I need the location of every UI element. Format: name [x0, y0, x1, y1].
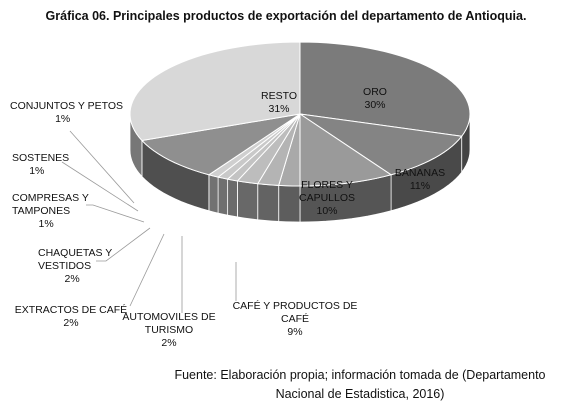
- slice-label-extractos-de-cafe: EXTRACTOS DE CAFÉ: [15, 303, 127, 316]
- slice-label-resto: RESTO: [261, 90, 297, 102]
- slice-label-cafe-y-productos-de-cafe: CAFÉ Y PRODUCTOS DE: [233, 299, 358, 312]
- slice-label-flores-y-capullos: FLORES Y: [301, 179, 353, 191]
- slice-side-conjuntos-y-petos: [208, 174, 219, 214]
- slice-value-bananas: 11%: [410, 180, 430, 192]
- slice-value-extractos-de-cafe: 2%: [63, 317, 78, 329]
- slice-label-chaquetas-y-vestidos: CHAQUETAS Y: [38, 247, 112, 259]
- source-note: Fuente: Elaboración propia; información …: [174, 368, 546, 401]
- slice-value-cafe-y-productos-de-cafe: 9%: [287, 326, 302, 338]
- leader-line-sostenes: [61, 161, 139, 212]
- slice-label-cafe-y-productos-de-cafe: CAFÉ: [281, 312, 309, 325]
- slice-side-automoviles-de-turismo: [278, 185, 301, 223]
- leader-line-extractos-de-cafe: [129, 233, 165, 307]
- slice-bananas: [299, 113, 463, 176]
- slice-value-flores-y-capullos: 10%: [316, 205, 337, 217]
- leader-line-conjuntos-y-petos: [69, 130, 135, 204]
- slice-value-chaquetas-y-vestidos: 2%: [65, 273, 80, 285]
- slice-label-sostenes: SOSTENES: [12, 152, 69, 164]
- slice-side-extractos-de-cafe: [257, 183, 280, 222]
- slice-value-resto: 31%: [268, 103, 289, 115]
- leader-line-chaquetas-y-vestidos: [96, 227, 151, 262]
- slice-oro: [299, 41, 471, 137]
- slice-resto: [129, 41, 301, 142]
- slice-label-automoviles-de-turismo: AUTOMOVILES DE: [122, 311, 215, 323]
- slice-value-sostenes: 1%: [29, 165, 44, 177]
- slice-value-compresas-y-tampones: 1%: [39, 218, 54, 230]
- slice-value-oro: 30%: [364, 99, 385, 111]
- pie-slices: [129, 41, 471, 223]
- slice-label-automoviles-de-turismo: TURISMO: [145, 324, 193, 336]
- slice-label-chaquetas-y-vestidos: VESTIDOS: [38, 260, 91, 272]
- slice-flores-y-capullos: [140, 113, 301, 176]
- leader-line-compresas-y-tampones: [86, 204, 145, 223]
- chart-title: Gráfica 06. Principales productos de exp…: [45, 9, 527, 23]
- slice-value-automoviles-de-turismo: 2%: [161, 337, 176, 349]
- slice-side-chaquetas-y-vestidos: [237, 180, 259, 221]
- slice-label-bananas: BANANAS: [395, 167, 445, 179]
- slice-label-conjuntos-y-petos: CONJUNTOS Y PETOS: [10, 100, 123, 112]
- slice-value-conjuntos-y-petos: 1%: [55, 113, 70, 125]
- slice-label-oro: ORO: [363, 86, 387, 98]
- slice-label-flores-y-capullos: CAPULLOS: [299, 192, 355, 204]
- slice-side-sostenes: [217, 176, 229, 216]
- slice-label-compresas-y-tampones: COMPRESAS Y: [12, 192, 89, 204]
- slice-side-compresas-y-tampones: [227, 178, 238, 218]
- slice-label-compresas-y-tampones: TAMPONES: [12, 205, 70, 217]
- slice-cafe-y-productos-de-cafe: [299, 113, 393, 187]
